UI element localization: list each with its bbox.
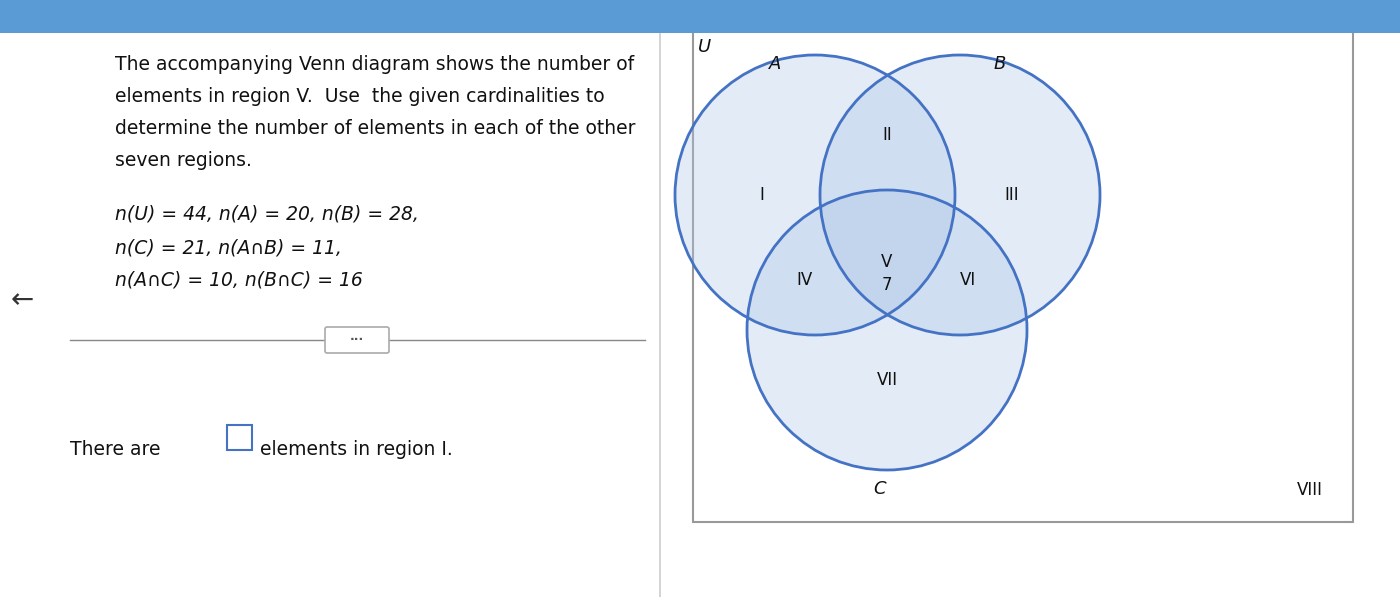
Text: I: I <box>760 186 764 204</box>
Text: III: III <box>1005 186 1019 204</box>
Text: IV: IV <box>797 271 813 289</box>
Text: V: V <box>882 253 893 271</box>
Bar <box>0 0 1400 33</box>
Text: B: B <box>994 55 1007 73</box>
FancyBboxPatch shape <box>325 327 389 353</box>
Text: elements in region I.: elements in region I. <box>260 440 452 459</box>
Text: C: C <box>874 480 886 498</box>
Text: II: II <box>882 126 892 144</box>
Text: n(C) = 21, n(A∩B) = 11,: n(C) = 21, n(A∩B) = 11, <box>115 238 342 257</box>
Text: U: U <box>699 38 711 56</box>
Text: VI: VI <box>960 271 976 289</box>
Text: VIII: VIII <box>1296 481 1323 499</box>
Text: VII: VII <box>876 371 897 389</box>
Text: The accompanying Venn diagram shows the number of: The accompanying Venn diagram shows the … <box>115 55 634 74</box>
Text: n(A∩C) = 10, n(B∩C) = 16: n(A∩C) = 10, n(B∩C) = 16 <box>115 271 363 290</box>
Text: determine the number of elements in each of the other: determine the number of elements in each… <box>115 119 636 138</box>
Bar <box>227 425 252 450</box>
Text: ···: ··· <box>350 334 364 346</box>
Text: n(U) = 44, n(A) = 20, n(B) = 28,: n(U) = 44, n(A) = 20, n(B) = 28, <box>115 205 419 224</box>
Bar <box>693 22 1352 522</box>
Text: A: A <box>769 55 781 73</box>
Circle shape <box>675 55 955 335</box>
Text: 7: 7 <box>882 276 892 294</box>
Circle shape <box>820 55 1100 335</box>
Circle shape <box>748 190 1028 470</box>
Text: There are: There are <box>70 440 161 459</box>
Text: elements in region V.  Use  the given cardinalities to: elements in region V. Use the given card… <box>115 87 605 106</box>
Text: ←: ← <box>10 286 34 314</box>
Text: seven regions.: seven regions. <box>115 151 252 170</box>
